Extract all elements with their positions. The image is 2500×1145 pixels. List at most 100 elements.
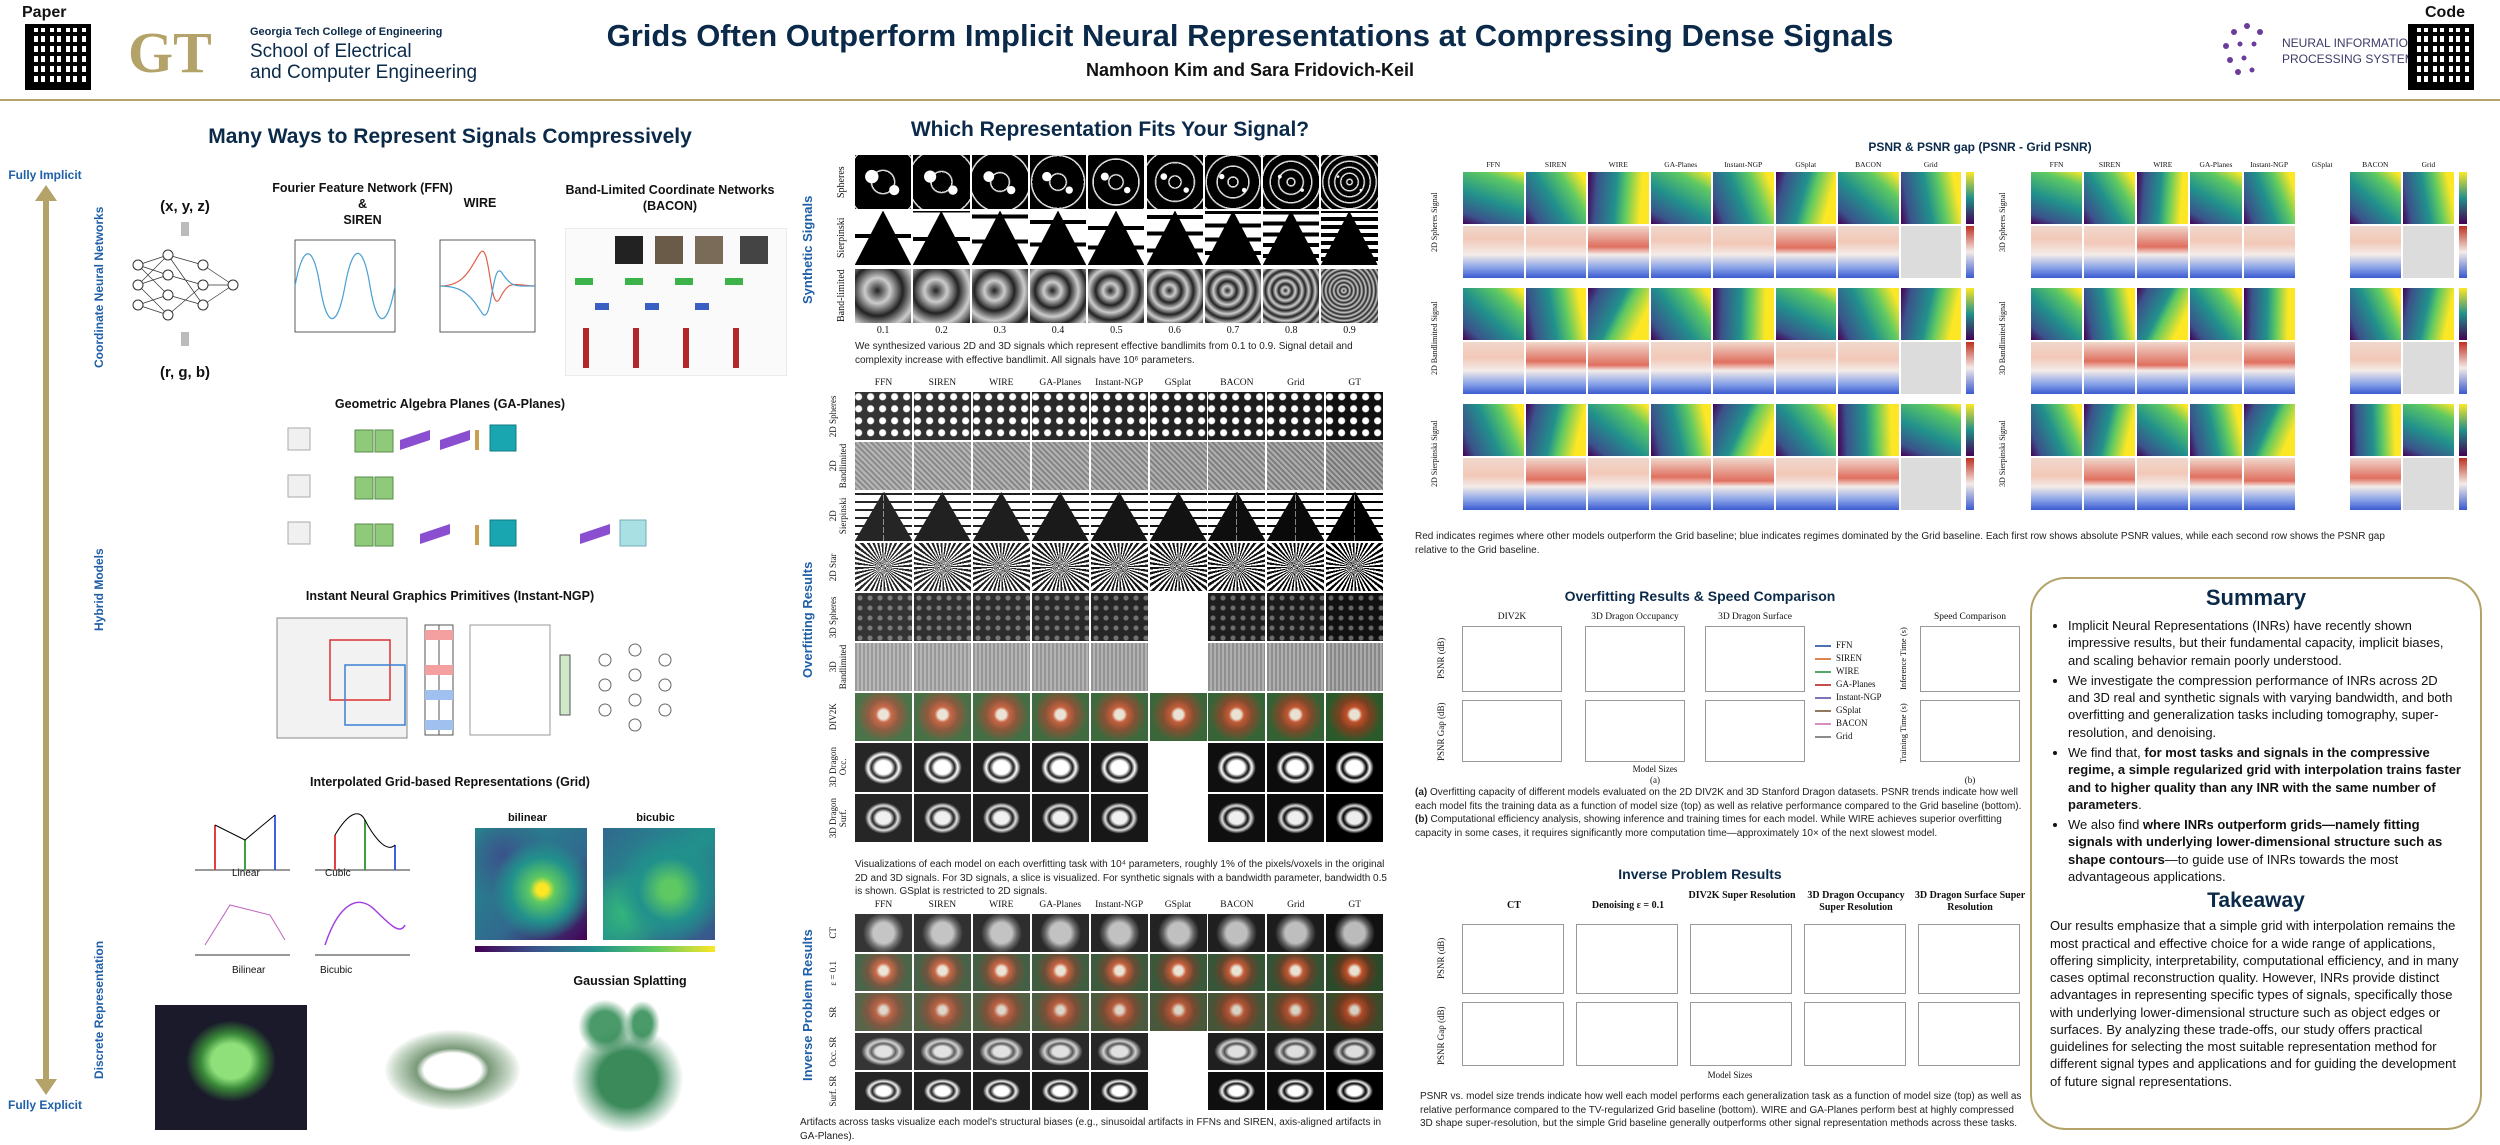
heatmap-psnr xyxy=(2190,172,2242,224)
heatmap-gap xyxy=(2190,226,2242,278)
institution-line: and Computer Engineering xyxy=(250,62,478,83)
colorbar xyxy=(1966,404,1974,456)
overfit-image xyxy=(1149,592,1207,641)
legend-label: FFN xyxy=(1836,640,1853,650)
sub-label: (b) xyxy=(1964,775,1976,785)
synthetic-image xyxy=(855,269,912,323)
overfit-image xyxy=(1090,542,1148,591)
heatmap-psnr xyxy=(2084,404,2136,456)
summary-bullet: We also find where INRs outperform grids… xyxy=(2068,816,2462,885)
overfit-image xyxy=(972,793,1030,842)
overfit-image xyxy=(1326,693,1384,742)
row-label: 3D Bandlimited Signal xyxy=(1998,301,2007,375)
inverse-image xyxy=(1208,1032,1266,1071)
panel-title: CT xyxy=(1507,900,1521,911)
svg-text:GT: GT xyxy=(128,22,212,82)
row-label: 2D Star xyxy=(828,552,838,581)
inverse-image xyxy=(1149,953,1207,992)
overfit-image xyxy=(913,542,971,591)
figure-title: Band-Limited Coordinate Networks xyxy=(565,183,775,197)
row-label: Surf. SR xyxy=(828,1075,838,1107)
nn-output: (r, g, b) xyxy=(160,364,210,381)
heatmap-psnr xyxy=(2349,404,2401,456)
legend-swatch xyxy=(1815,671,1831,673)
bandwidth-label: 0.1 xyxy=(876,325,890,336)
overfit-image xyxy=(1208,492,1266,541)
inverse-image xyxy=(972,914,1030,952)
heatmap-psnr xyxy=(2402,404,2454,456)
heatmap-gap xyxy=(1525,458,1586,510)
legend-label: GA-Planes xyxy=(1836,679,1876,689)
summary-bullet: We find that, for most tasks and signals… xyxy=(2068,744,2462,813)
heatmap-psnr xyxy=(2137,172,2189,224)
caption-part: Overfitting capacity of different models… xyxy=(1415,787,2022,812)
row-label: 2D Sierpinski Signal xyxy=(1430,420,1439,488)
gt-logo: GT xyxy=(128,22,212,82)
bullet-text: Implicit Neural Representations (INRs) h… xyxy=(2068,618,2444,668)
figure-title: Gaussian Splatting xyxy=(573,974,687,988)
heatmap-gap xyxy=(1588,342,1649,394)
header-rule xyxy=(0,99,2500,101)
institution-line: Georgia Tech College of Engineering xyxy=(250,26,443,38)
overfit-image xyxy=(1208,643,1266,692)
heatmap-psnr xyxy=(2137,404,2189,456)
bandwidth-label: 0.9 xyxy=(1343,325,1356,336)
row-label: 3D Sierpinski Signal xyxy=(1998,420,2007,488)
heatmap-psnr xyxy=(2349,288,2401,340)
paper-label: Paper xyxy=(22,4,67,21)
overfit-image xyxy=(972,693,1030,742)
column-label: Grid xyxy=(1287,900,1305,910)
synthetic-image xyxy=(1146,211,1203,265)
paper-qr[interactable] xyxy=(25,24,91,90)
heatmap-psnr xyxy=(1713,172,1774,224)
axis-bottom-label: Fully Explicit xyxy=(7,1098,82,1112)
inverse-image xyxy=(855,953,912,992)
column-label: GSplat xyxy=(2311,160,2333,169)
heatmap-gap xyxy=(1650,342,1711,394)
column-label: SIREN xyxy=(1544,160,1567,169)
overfit-image xyxy=(1208,793,1266,842)
caption-part: (b) xyxy=(1415,814,1428,825)
overfit-image xyxy=(1208,542,1266,591)
column-label: SIREN xyxy=(2098,160,2121,169)
colorbar xyxy=(1966,458,1974,510)
sub-label: (a) xyxy=(1650,775,1660,785)
colorbar xyxy=(2459,172,2467,224)
y-axis-label: PSNR Gap (dB) xyxy=(1436,702,1446,762)
inverse-image xyxy=(913,1032,971,1071)
overfit-image xyxy=(1326,643,1384,692)
heatmap-psnr xyxy=(2190,288,2242,340)
code-qr[interactable] xyxy=(2408,24,2474,90)
heatmap-gap xyxy=(1713,226,1774,278)
ingp-diagram xyxy=(276,617,672,739)
heatmap-gap xyxy=(1463,226,1524,278)
panel-title: 3D Dragon Occupancy xyxy=(1591,612,1679,622)
overfit-image xyxy=(1208,592,1266,641)
heatmap-colorbar xyxy=(475,946,715,952)
figure-title: & xyxy=(357,197,368,211)
inverse-image xyxy=(1208,914,1266,952)
column-label: Grid xyxy=(2421,160,2436,169)
column-label: Grid xyxy=(1923,160,1938,169)
caption: (a) Overfitting capacity of different mo… xyxy=(1415,786,2025,840)
heatmap-gap xyxy=(2402,342,2454,394)
inverse-image xyxy=(1090,953,1148,992)
plot-frame xyxy=(1705,700,1805,762)
heatmap-gap xyxy=(1463,342,1524,394)
overfit-image xyxy=(1031,442,1089,491)
synthetic-image xyxy=(913,211,970,265)
figure-title: Interpolated Grid-based Representations … xyxy=(310,775,590,789)
caption-part: Computational efficiency analysis, showi… xyxy=(1415,814,2002,839)
row-label: DIV2K xyxy=(828,703,838,731)
interp-diagrams xyxy=(195,813,410,956)
heatmap-gap xyxy=(1525,342,1586,394)
overfit-image xyxy=(1031,743,1089,792)
y-axis-label: PSNR (dB) xyxy=(1436,637,1446,679)
caption: Visualizations of each model on each ove… xyxy=(855,859,1387,897)
colorbar xyxy=(2459,458,2467,510)
inverse-image xyxy=(1267,953,1325,992)
legend-swatch xyxy=(1815,697,1831,699)
heatmap-bicubic xyxy=(603,828,715,940)
figure-title: Fourier Feature Network (FFN) xyxy=(272,181,453,195)
overfit-image xyxy=(1149,442,1207,491)
